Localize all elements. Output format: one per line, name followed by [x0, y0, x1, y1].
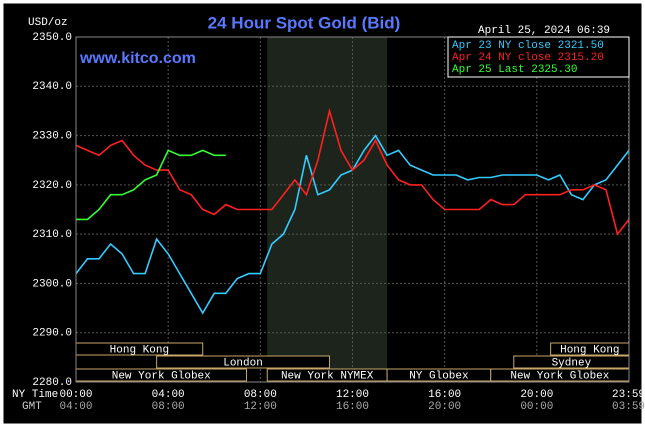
legend-box — [447, 36, 630, 78]
gmt-tick-label: 04:00 — [59, 401, 92, 413]
y-tick-label: 2290.0 — [32, 328, 72, 340]
timestamp: April 25, 2024 06:39 — [478, 25, 610, 37]
x-tick-label: 04:00 — [152, 389, 185, 401]
plot-frame — [75, 36, 630, 383]
x-tick-label: 12:00 — [336, 389, 369, 401]
legend-entry: Apr 24 NY close 2315.20 — [452, 52, 604, 64]
x-tick-label: 16:00 — [428, 389, 461, 401]
session-label: New York Globex — [112, 370, 211, 382]
session-label: London — [223, 357, 263, 369]
gmt-tick-label: 12:00 — [244, 401, 277, 413]
gmt-tick-label: 08:00 — [152, 401, 185, 413]
gmt-tick-label: 00:00 — [520, 401, 553, 413]
series-line — [75, 107, 630, 236]
session-label: New York NYMEX — [281, 370, 374, 382]
y-tick-label: 2310.0 — [32, 229, 72, 241]
x-tick-label: 23:59 — [612, 389, 645, 401]
x-row-label: NY Time — [12, 389, 58, 401]
shaded-region — [267, 37, 388, 382]
session-label: Sydney — [552, 357, 592, 369]
y-tick-label: 2330.0 — [32, 130, 72, 142]
gmt-tick-label: 16:00 — [336, 401, 369, 413]
y-tick-label: 2320.0 — [32, 180, 72, 192]
series-line — [76, 149, 226, 221]
y-tick-label: 2350.0 — [32, 32, 72, 44]
x-tick-label: 08:00 — [244, 389, 277, 401]
y-tick-label: 2340.0 — [32, 81, 72, 93]
unit-label: USD/oz — [28, 17, 68, 29]
legend-entry: Apr 23 NY close 2321.50 — [452, 40, 604, 52]
x-tick-label: 00:00 — [59, 389, 92, 401]
x-row-label: GMT — [22, 401, 42, 413]
watermark: www.kitco.com — [79, 50, 196, 67]
x-tick-label: 20:00 — [520, 389, 553, 401]
chart-title: 24 Hour Spot Gold (Bid) — [208, 13, 401, 32]
session-label: Hong Kong — [560, 344, 619, 356]
session-label: Hong Kong — [110, 344, 169, 356]
gmt-tick-label: 20:00 — [428, 401, 461, 413]
y-tick-label: 2280.0 — [32, 377, 72, 389]
gmt-tick-label: 03:59 — [612, 401, 645, 413]
session-label: New York Globex — [510, 370, 609, 382]
session-label: NY Globex — [409, 370, 469, 382]
session-box — [156, 355, 330, 369]
y-tick-label: 2300.0 — [32, 278, 72, 290]
legend-entry: Apr 25 Last 2325.30 — [452, 64, 577, 76]
